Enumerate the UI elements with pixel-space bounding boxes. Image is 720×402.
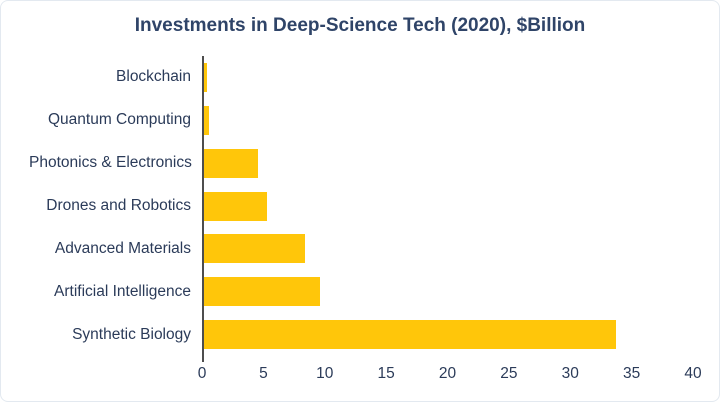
bar-row: Synthetic Biology: [29, 313, 693, 356]
bar-row: Quantum Computing: [29, 99, 693, 142]
bar-rows: Blockchain Quantum Computing Photonics & E…: [29, 56, 693, 356]
bar-track: [202, 191, 693, 221]
x-axis-tick: 0: [197, 365, 207, 382]
x-axis-tick: 30: [561, 365, 579, 382]
bar-row: Drones and Robotics: [29, 185, 693, 228]
x-axis-tick: 35: [623, 365, 641, 382]
x-axis-tick: 5: [259, 365, 268, 382]
category-label: Drones and Robotics: [46, 197, 191, 214]
bar: [202, 148, 259, 178]
category-label: Quantum Computing: [47, 111, 191, 129]
bar: [202, 191, 268, 221]
bar-track: [202, 234, 693, 264]
category-label: Blockchain: [116, 68, 191, 86]
x-axis-tick: 10: [316, 365, 334, 382]
category-label: Synthetic Biology: [72, 325, 191, 343]
bar-track: [202, 277, 693, 307]
y-axis-line: [202, 56, 204, 362]
bar-track: [202, 148, 693, 178]
bar-track: [202, 320, 693, 350]
bar: [202, 234, 306, 264]
bar-row: Photonics & Electronics: [29, 142, 693, 185]
x-axis-tick: 40: [684, 365, 702, 382]
bar-row: Artificial Intelligence: [29, 270, 693, 313]
category-label: Photonics & Electronics: [29, 154, 192, 172]
chart-title: Investments in Deep-Science Tech (2020),…: [134, 15, 586, 36]
x-axis-tick: 25: [500, 365, 518, 382]
x-axis-tick: 20: [438, 365, 457, 382]
x-axis-tick: 15: [377, 365, 395, 382]
bar: [202, 277, 320, 307]
bar: [202, 62, 207, 92]
category-label: Advanced Materials: [54, 239, 191, 257]
bar-track: [202, 105, 693, 135]
bar-row: Blockchain: [29, 56, 693, 99]
x-axis-tick-labels: 0 5 10 15 20 25 30 35 40: [198, 361, 702, 385]
bar-row: Advanced Materials: [29, 227, 693, 270]
plot-area: Blockchain Quantum Computing Photonics & E…: [29, 56, 702, 382]
category-label: Artificial Intelligence: [54, 282, 191, 300]
bar: [202, 105, 210, 135]
bar: [202, 320, 616, 350]
bar-track: [202, 62, 693, 92]
